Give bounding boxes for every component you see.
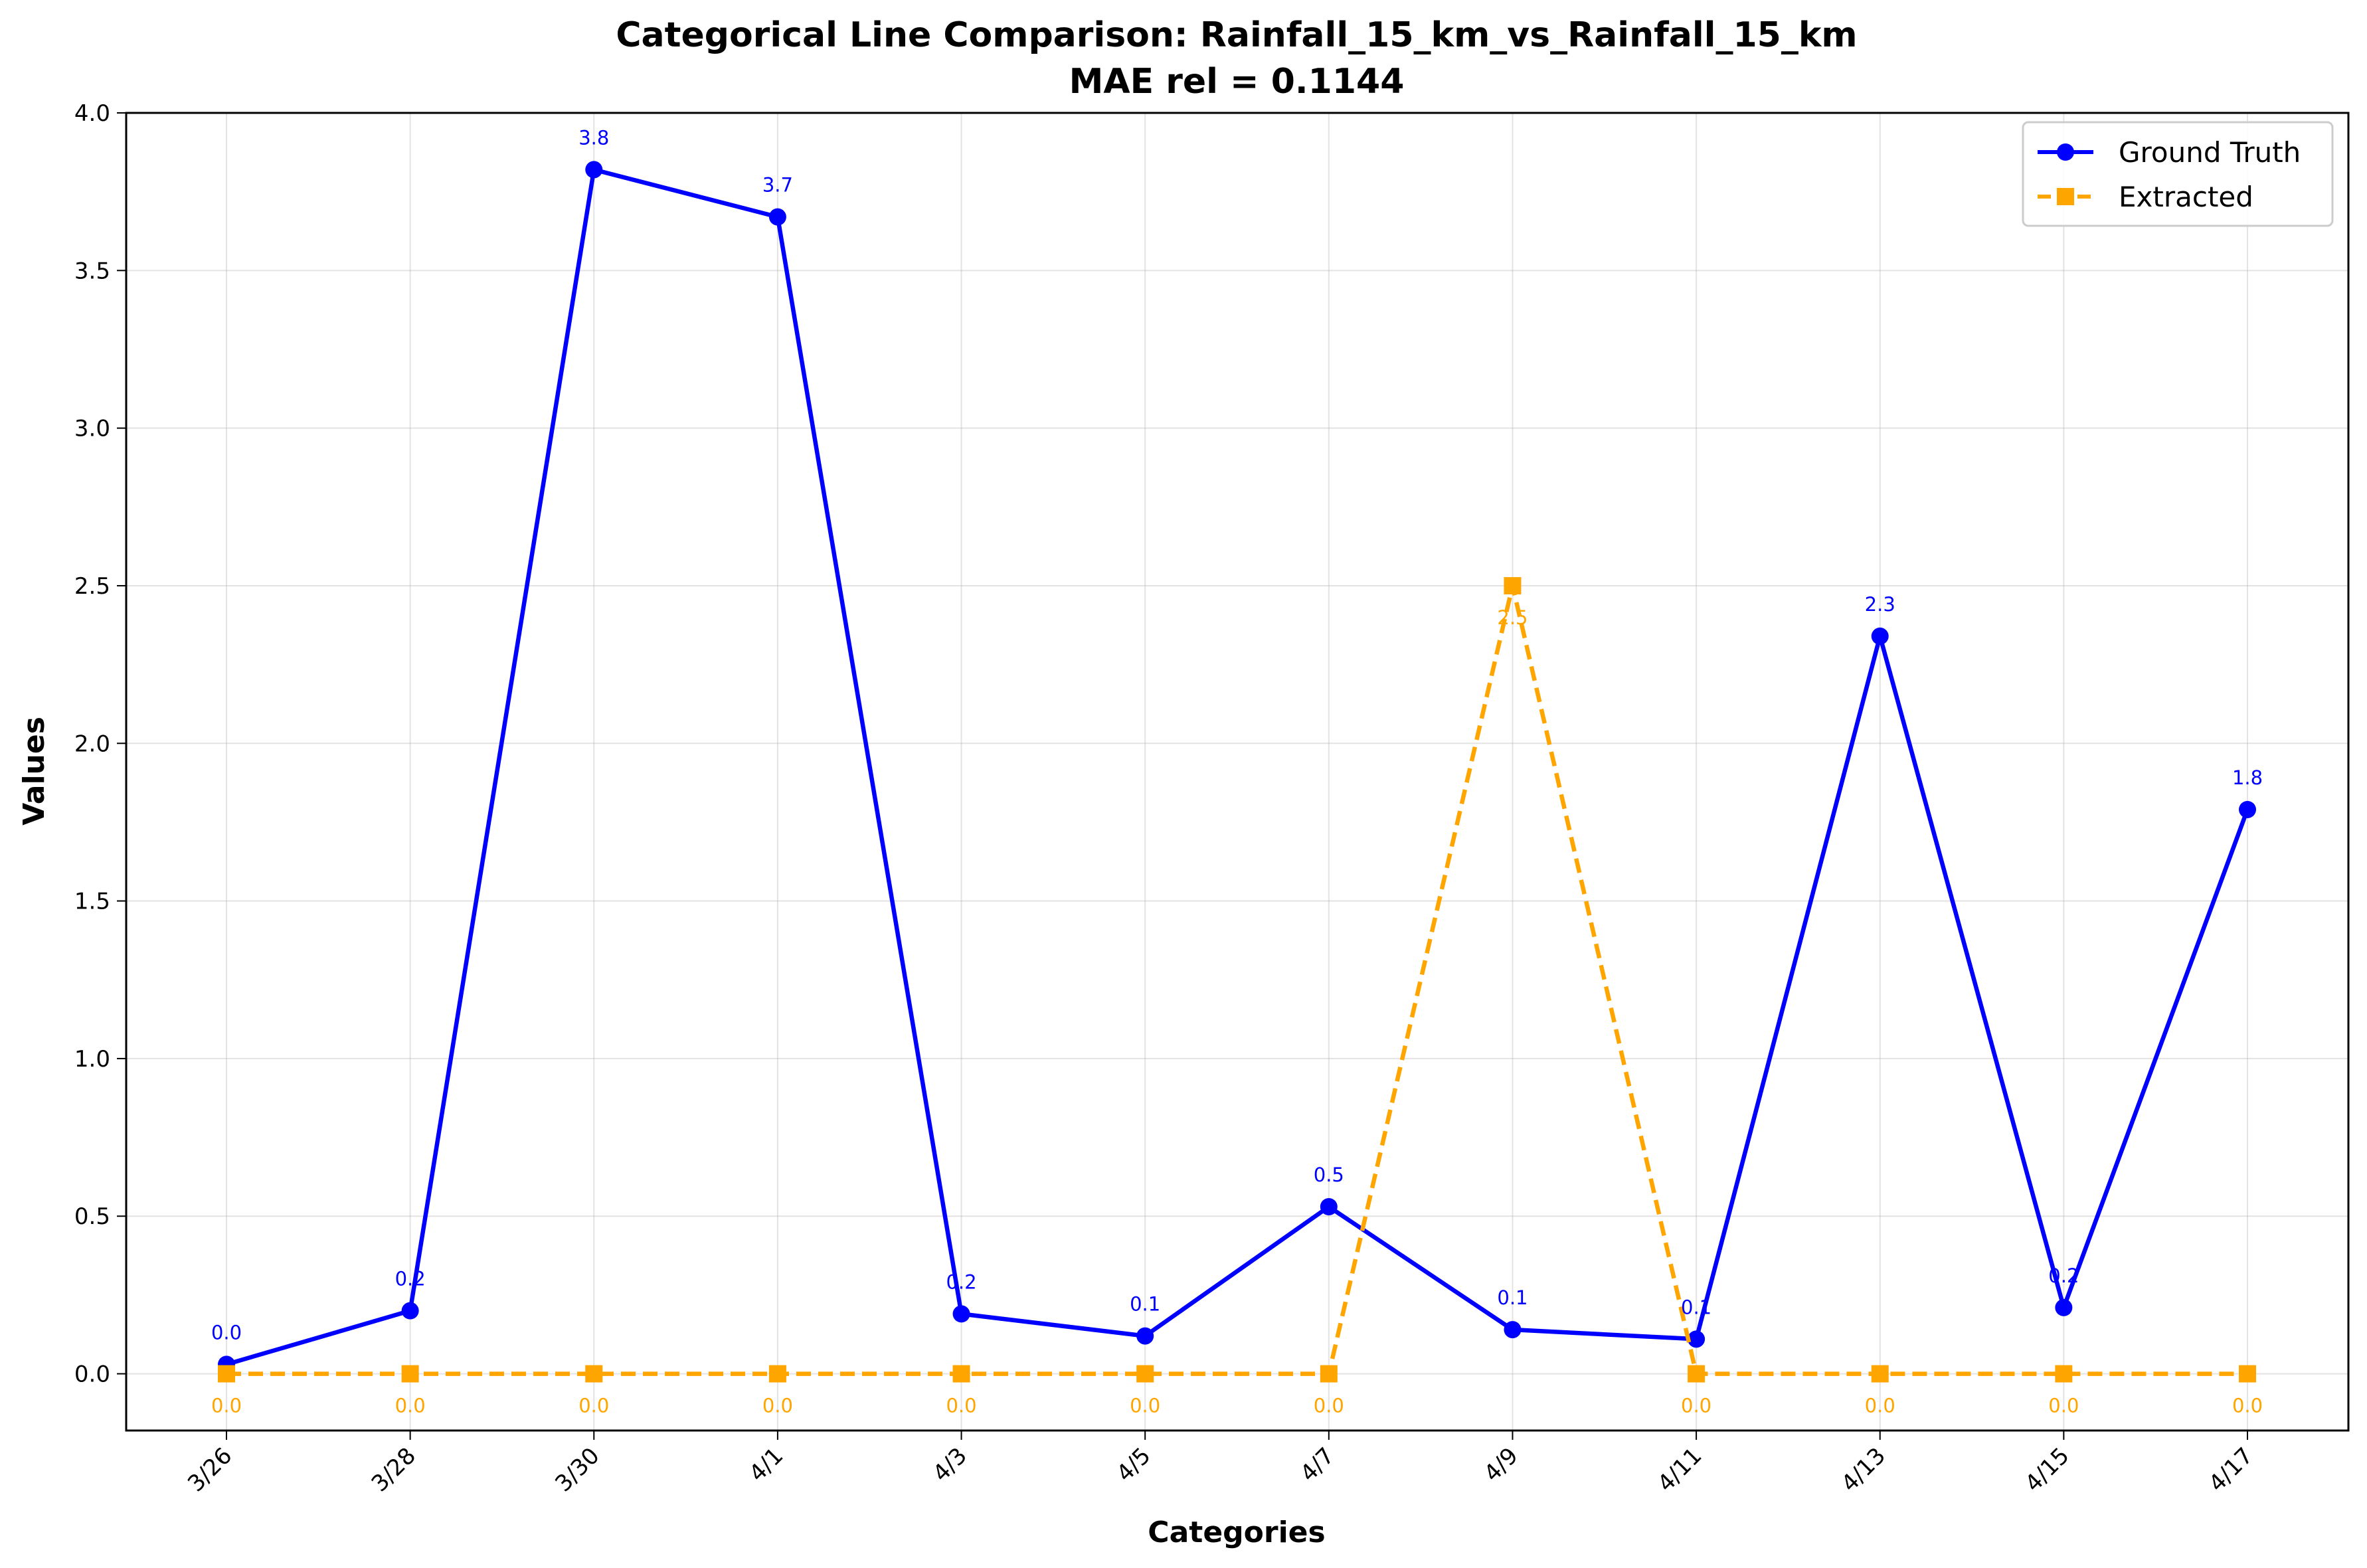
y-axis-ticks: 0.0 0.5 1.0 1.5 2.0 2.5 3.0 3.5 4.0 — [74, 100, 126, 1388]
data-label-ground-truth: 0.1 — [1497, 1286, 1528, 1309]
data-point-extracted — [768, 1365, 786, 1383]
y-tick-label: 3.5 — [74, 258, 110, 284]
data-label-extracted: 0.0 — [578, 1395, 609, 1417]
y-tick-label: 4.0 — [74, 100, 110, 127]
data-label-ground-truth: 2.3 — [1865, 593, 1895, 616]
y-tick-label: 0.0 — [74, 1361, 110, 1388]
data-labels: 0.0 0.2 3.8 3.7 0.2 0.1 0.5 0.1 0.1 2.3 0.2 1.8 0.0 0… — [211, 126, 2263, 1417]
data-label-extracted: 0.0 — [2232, 1395, 2263, 1417]
data-point-extracted — [1871, 1365, 1889, 1383]
data-label-extracted: 0.0 — [946, 1395, 976, 1417]
series-layer — [218, 161, 2256, 1383]
data-label-ground-truth: 3.8 — [578, 126, 609, 149]
data-point-ground-truth — [401, 1302, 419, 1320]
data-label-ground-truth: 0.2 — [395, 1268, 426, 1290]
data-point-extracted — [952, 1365, 970, 1383]
legend: Ground Truth Extracted — [2022, 121, 2334, 227]
y-tick-label: 3.0 — [74, 416, 110, 442]
legend-marker-ground-truth — [2057, 143, 2074, 161]
data-label-ground-truth: 0.5 — [1314, 1164, 1344, 1186]
data-point-extracted — [2055, 1365, 2073, 1383]
data-point-ground-truth — [2055, 1298, 2073, 1316]
y-tick-label: 1.5 — [74, 889, 110, 915]
data-label-ground-truth: 0.2 — [946, 1270, 976, 1293]
data-point-extracted — [401, 1365, 419, 1383]
data-point-ground-truth — [2239, 800, 2256, 818]
data-label-ground-truth: 1.8 — [2232, 766, 2263, 789]
data-point-extracted — [1136, 1365, 1154, 1383]
y-axis-label: Values — [17, 717, 51, 826]
legend-frame — [2022, 121, 2334, 227]
data-point-ground-truth — [952, 1305, 970, 1323]
data-point-extracted — [2239, 1365, 2256, 1383]
y-tick-label: 1.0 — [74, 1046, 110, 1073]
data-label-extracted: 0.0 — [2048, 1395, 2079, 1417]
y-tick-label: 0.5 — [74, 1203, 110, 1230]
data-label-ground-truth: 0.1 — [1130, 1293, 1160, 1316]
series-line-extracted — [226, 583, 2247, 1376]
data-label-extracted: 0.0 — [762, 1395, 793, 1417]
data-label-ground-truth: 0.2 — [2048, 1264, 2079, 1287]
data-label-ground-truth: 0.1 — [1681, 1296, 1711, 1318]
data-point-extracted — [1688, 1365, 1706, 1383]
data-point-ground-truth — [1688, 1330, 1706, 1348]
x-axis-label: Categories — [1148, 1516, 1325, 1549]
data-point-ground-truth — [768, 208, 786, 226]
chart-title: Categorical Line Comparison: Rainfall_15… — [616, 15, 1857, 55]
data-label-extracted: 0.0 — [1314, 1395, 1344, 1417]
data-point-extracted — [585, 1365, 603, 1383]
data-label-extracted: 2.5 — [1497, 606, 1528, 629]
data-point-ground-truth — [1320, 1198, 1338, 1216]
data-label-extracted: 0.0 — [1865, 1395, 1895, 1417]
plot-frame — [125, 112, 2350, 1432]
data-label-extracted: 0.0 — [1681, 1395, 1711, 1417]
legend-marker-extracted — [2057, 188, 2074, 205]
data-point-ground-truth — [1136, 1327, 1154, 1345]
data-label-ground-truth: 3.7 — [762, 174, 793, 197]
y-tick-label: 2.0 — [74, 731, 110, 757]
data-point-ground-truth — [1504, 1321, 1522, 1339]
chart-subtitle: MAE rel = 0.1144 — [1069, 62, 1405, 102]
data-point-extracted — [1504, 576, 1522, 594]
data-label-extracted: 0.0 — [395, 1395, 426, 1417]
data-point-extracted — [218, 1365, 235, 1383]
data-point-ground-truth — [1871, 627, 1889, 645]
series-line-ground-truth — [226, 167, 2250, 1367]
data-label-extracted: 0.0 — [1130, 1395, 1160, 1417]
legend-label-extracted: Extracted — [2119, 181, 2253, 213]
data-label-extracted: 0.0 — [211, 1395, 242, 1417]
data-label-ground-truth: 0.0 — [211, 1321, 242, 1344]
data-point-ground-truth — [585, 161, 603, 179]
legend-label-ground-truth: Ground Truth — [2119, 136, 2301, 169]
data-point-extracted — [1320, 1365, 1338, 1383]
y-tick-label: 2.5 — [74, 573, 110, 600]
